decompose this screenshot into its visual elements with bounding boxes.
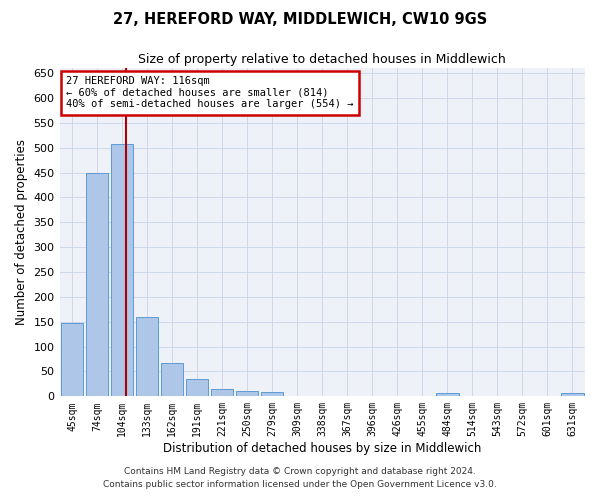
Bar: [561, 394, 584, 396]
Text: Contains HM Land Registry data © Crown copyright and database right 2024.
Contai: Contains HM Land Registry data © Crown c…: [103, 468, 497, 489]
Bar: [211, 389, 233, 396]
Bar: [136, 317, 158, 396]
Bar: [61, 322, 83, 396]
Bar: [111, 144, 133, 396]
Bar: [86, 172, 109, 396]
Bar: [436, 393, 458, 396]
Bar: [236, 392, 259, 396]
X-axis label: Distribution of detached houses by size in Middlewich: Distribution of detached houses by size …: [163, 442, 481, 455]
Bar: [261, 392, 283, 396]
Text: 27, HEREFORD WAY, MIDDLEWICH, CW10 9GS: 27, HEREFORD WAY, MIDDLEWICH, CW10 9GS: [113, 12, 487, 28]
Text: 27 HEREFORD WAY: 116sqm
← 60% of detached houses are smaller (814)
40% of semi-d: 27 HEREFORD WAY: 116sqm ← 60% of detache…: [67, 76, 354, 110]
Y-axis label: Number of detached properties: Number of detached properties: [15, 139, 28, 325]
Bar: [161, 362, 184, 396]
Title: Size of property relative to detached houses in Middlewich: Size of property relative to detached ho…: [139, 52, 506, 66]
Bar: [186, 379, 208, 396]
